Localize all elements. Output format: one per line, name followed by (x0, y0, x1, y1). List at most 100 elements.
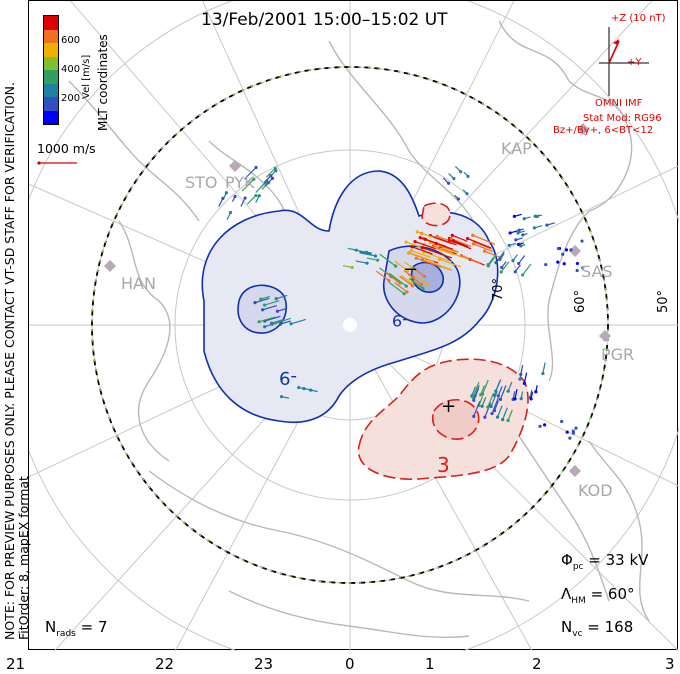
velocity-vector-origin (449, 237, 453, 241)
velocity-vector (415, 275, 428, 285)
velocity-vector-origin (529, 397, 533, 401)
velocity-vector-origin (556, 246, 561, 251)
polar-map (29, 1, 679, 651)
velocity-vector-origin (452, 177, 456, 181)
velocity-vector-origin (263, 325, 267, 329)
velocity-vector-origin (580, 239, 584, 243)
velocity-vector-origin (518, 377, 522, 381)
velocity-vector (411, 246, 433, 255)
velocity-vector (271, 318, 284, 324)
velocity-vector-origin (302, 386, 306, 391)
velocity-vector-origin (233, 194, 237, 199)
latitude-label-50: 50° (656, 289, 671, 313)
velocity-vector-origin (409, 249, 413, 253)
velocity-vector-origin (224, 191, 229, 195)
velocity-vector (416, 257, 442, 268)
colorbar-swatch (44, 97, 58, 111)
velocity-vector-origin (519, 397, 523, 401)
velocity-vector-origin (521, 273, 525, 277)
velocity-vector-origin (259, 297, 263, 301)
velocity-vector-origin (522, 381, 526, 386)
velocity-vector-origin (425, 282, 430, 286)
velocity-vector-origin (373, 254, 378, 258)
velocity-vector (409, 277, 424, 290)
velocity-vector (264, 177, 274, 187)
velocity-vector (366, 257, 378, 261)
velocity-vector-origin (519, 372, 523, 377)
velocity-vector-origin (483, 249, 487, 253)
velocity-vector (388, 281, 405, 295)
mlt-label-0: 0 (345, 655, 355, 673)
velocity-vector-origin (519, 244, 523, 248)
velocity-vector (430, 235, 457, 246)
velocity-vector (265, 167, 276, 178)
velocity-vector-origin (459, 170, 463, 174)
velocity-vector-origin (270, 322, 274, 326)
velocity-vector-origin (472, 242, 476, 246)
velocity-vector (425, 260, 452, 271)
velocity-vector (491, 397, 499, 414)
velocity-vector-origin (404, 240, 408, 244)
velocity-vector-origin (564, 248, 569, 252)
velocity-vector-origin (275, 309, 280, 313)
velocity-vector (440, 249, 469, 260)
station-label-kod: KOD (578, 481, 613, 500)
velocity-vector-origin (506, 389, 510, 393)
velocity-vector-origin (508, 231, 512, 235)
velocity-vector-origin (451, 239, 456, 243)
velocity-vector-origin (410, 284, 415, 288)
positive-cell (357, 202, 529, 481)
velocity-vector-origin (261, 308, 265, 312)
velocity-vector (264, 300, 280, 306)
velocity-vector-origin (486, 405, 490, 409)
velocity-vector-origin (252, 177, 256, 181)
velocity-vector-origin (556, 260, 560, 264)
velocity-vector (471, 386, 477, 397)
velocity-vector (394, 282, 408, 293)
velocity-vector-origin (262, 303, 267, 307)
velocity-vector (507, 409, 513, 421)
velocity-vector (497, 386, 503, 397)
velocity-vector-origin (575, 261, 580, 266)
imf-clock-dial (599, 27, 649, 96)
mlt-label-23: 23 (254, 655, 274, 673)
velocity-vector-origin (512, 214, 516, 218)
velocity-vector (453, 240, 469, 248)
velocity-vector-origin (376, 258, 380, 262)
fit-order-note: FitOrder: 8, mapEX format (16, 476, 31, 640)
velocity-vector-origin (534, 390, 538, 394)
colorbar-tick-200: 200 (61, 93, 81, 104)
velocity-vector-origin (289, 322, 293, 326)
latitude-label-70: 70° (491, 277, 506, 301)
velocity-vector (499, 385, 507, 400)
velocity-vector-origin (494, 260, 498, 265)
velocity-vector-origin (465, 236, 470, 241)
potential-maximum-marker: + (441, 396, 457, 417)
velocity-vector-origin (394, 264, 398, 268)
velocity-vector (276, 294, 288, 300)
velocity-vectors (218, 165, 585, 440)
velocity-vector-origin (439, 247, 443, 252)
velocity-vector-origin (420, 246, 424, 250)
velocity-vector-origin (404, 284, 408, 288)
mlt-label-22: 22 (155, 655, 175, 673)
velocity-vector-origin (486, 263, 490, 267)
velocity-vector (487, 254, 497, 265)
velocity-vector (275, 317, 292, 324)
velocity-vector (435, 242, 454, 250)
colorbar-swatch (44, 110, 58, 124)
colorbar-swatches (44, 16, 58, 124)
heppner-maynard-latitude: ΛHM = 60° (561, 585, 635, 606)
velocity-vector (542, 362, 546, 374)
velocity-vector-origin (541, 371, 545, 376)
preview-note-line1: NOTE: FOR PREVIEW PURPOSES ONLY. PLEASE … (2, 82, 17, 640)
velocity-vector-origin (446, 181, 451, 185)
velocity-vector-origin (472, 414, 476, 418)
velocity-vector-origin (575, 268, 579, 273)
velocity-vector-origin (257, 194, 261, 198)
velocity-vector-origin (437, 257, 442, 262)
velocity-vector-origin (507, 243, 511, 247)
vector-count: Nvc = 168 (561, 618, 634, 639)
velocity-vector (394, 260, 408, 272)
velocity-vector-origin (538, 424, 542, 428)
